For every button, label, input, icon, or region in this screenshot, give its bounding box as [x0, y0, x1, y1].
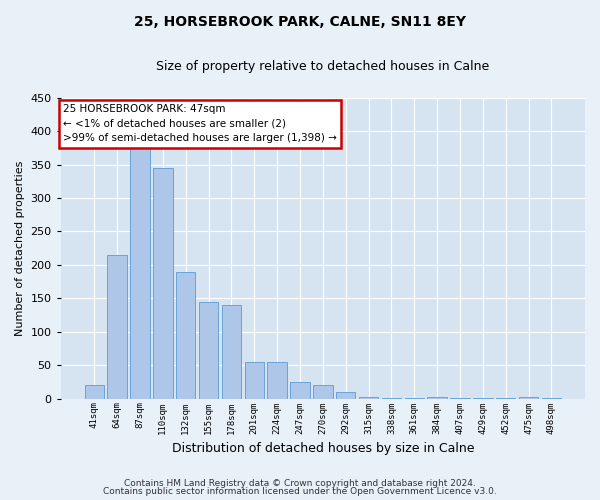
Bar: [176, 272, 196, 398]
Text: 25, HORSEBROOK PARK, CALNE, SN11 8EY: 25, HORSEBROOK PARK, CALNE, SN11 8EY: [134, 15, 466, 29]
Text: Contains HM Land Registry data © Crown copyright and database right 2024.: Contains HM Land Registry data © Crown c…: [124, 478, 476, 488]
Title: Size of property relative to detached houses in Calne: Size of property relative to detached ho…: [156, 60, 490, 73]
Bar: [130, 148, 149, 399]
Text: Contains public sector information licensed under the Open Government Licence v3: Contains public sector information licen…: [103, 487, 497, 496]
Y-axis label: Number of detached properties: Number of detached properties: [15, 160, 25, 336]
Bar: [268, 362, 287, 399]
Bar: [107, 255, 127, 398]
Bar: [336, 392, 355, 398]
Bar: [313, 386, 332, 398]
Bar: [245, 362, 264, 399]
Bar: [290, 382, 310, 398]
Bar: [199, 302, 218, 398]
Bar: [153, 168, 173, 398]
Bar: [85, 386, 104, 398]
Text: 25 HORSEBROOK PARK: 47sqm
← <1% of detached houses are smaller (2)
>99% of semi-: 25 HORSEBROOK PARK: 47sqm ← <1% of detac…: [64, 104, 337, 144]
Bar: [221, 305, 241, 398]
X-axis label: Distribution of detached houses by size in Calne: Distribution of detached houses by size …: [172, 442, 474, 455]
